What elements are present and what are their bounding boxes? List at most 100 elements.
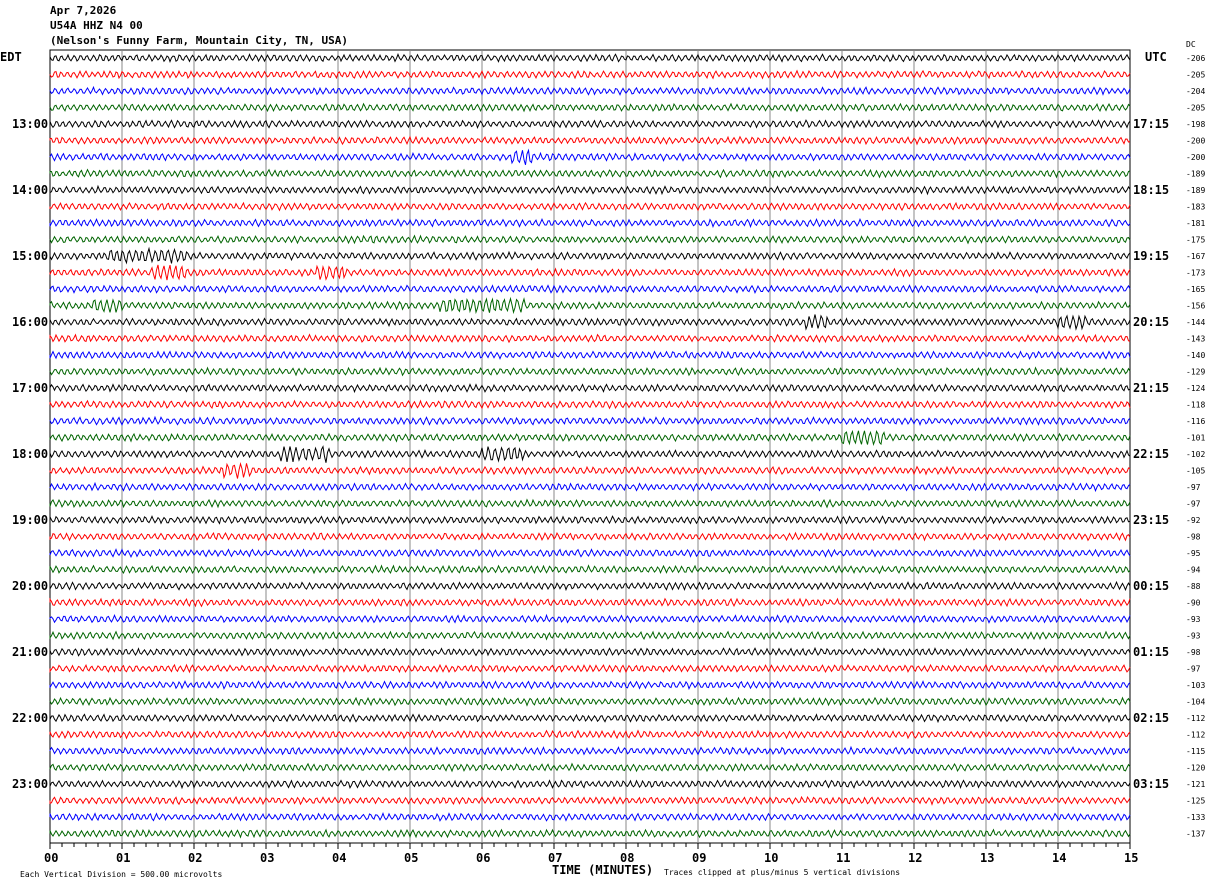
dc-offset-label: -144	[1186, 318, 1205, 327]
trace-row	[49, 85, 1131, 96]
x-tick-label: 11	[836, 851, 850, 865]
dc-offset-label: -92	[1186, 516, 1201, 525]
dc-offset-label: -105	[1186, 467, 1205, 476]
edt-hour-label: 14:00	[12, 183, 48, 197]
trace-row	[49, 597, 1131, 608]
trace-row	[49, 69, 1131, 80]
dc-offset-label: -88	[1186, 582, 1201, 591]
utc-hour-label: 23:15	[1133, 513, 1169, 527]
trace-row	[49, 168, 1131, 179]
dc-offset-label: -97	[1186, 665, 1201, 674]
utc-hour-label: 18:15	[1133, 183, 1169, 197]
trace-row	[49, 696, 1131, 707]
dc-offset-label: -115	[1186, 747, 1205, 756]
trace-row	[49, 383, 1131, 394]
trace-row	[49, 102, 1131, 113]
trace-row	[49, 314, 1131, 331]
dc-offset-label: -124	[1186, 384, 1205, 393]
utc-hour-label: 21:15	[1133, 381, 1169, 395]
dc-offset-label: -205	[1186, 104, 1205, 113]
edt-label: EDT	[0, 50, 22, 64]
trace-row	[49, 745, 1131, 756]
utc-hour-label: 22:15	[1133, 447, 1169, 461]
dc-offset-label: -98	[1186, 533, 1201, 542]
trace-row	[49, 630, 1131, 641]
edt-hour-label: 19:00	[12, 513, 48, 527]
x-tick-label: 13	[980, 851, 994, 865]
trace-row	[49, 284, 1131, 294]
edt-hour-label: 13:00	[12, 117, 48, 131]
dc-offset-label: -204	[1186, 87, 1205, 96]
location-label: (Nelson's Funny Farm, Mountain City, TN,…	[50, 34, 349, 47]
clip-note: Traces clipped at plus/minus 5 vertical …	[664, 868, 900, 877]
utc-hour-label: 17:15	[1133, 117, 1169, 131]
trace-row	[49, 762, 1131, 773]
dc-offset-label: -143	[1186, 335, 1205, 344]
edt-hour-label: 15:00	[12, 249, 48, 263]
dc-offset-label: -198	[1186, 120, 1205, 129]
x-tick-label: 02	[188, 851, 202, 865]
edt-hour-label: 21:00	[12, 645, 48, 659]
x-axis-title: TIME (MINUTES)	[552, 863, 653, 877]
dc-offset-label: -103	[1186, 681, 1205, 690]
trace-row	[49, 564, 1131, 575]
trace-row	[49, 531, 1131, 542]
trace-row	[49, 184, 1131, 196]
dc-offset-label: -112	[1186, 731, 1205, 740]
trace-row	[49, 119, 1131, 130]
utc-hour-label: 02:15	[1133, 711, 1169, 725]
plot-frame	[49, 49, 1131, 844]
dc-offset-label: -97	[1186, 500, 1201, 509]
trace-row	[49, 333, 1131, 344]
station-label: U54A HHZ N4 00	[50, 19, 143, 32]
edt-hour-label: 16:00	[12, 315, 48, 329]
trace-row	[49, 548, 1131, 558]
dc-offset-label: -118	[1186, 401, 1205, 410]
x-tick-label: 09	[692, 851, 706, 865]
trace-row	[49, 680, 1131, 690]
edt-hour-label: 18:00	[12, 447, 48, 461]
dc-offset-label: -165	[1186, 285, 1205, 294]
edt-hour-label: 22:00	[12, 711, 48, 725]
scale-note: Each Vertical Division = 500.00 microvol…	[20, 870, 222, 879]
x-tick-label: 04	[332, 851, 346, 865]
utc-hour-label: 00:15	[1133, 579, 1169, 593]
dc-offset-label: -94	[1186, 566, 1201, 575]
trace-row	[49, 135, 1131, 146]
trace-row	[49, 148, 1131, 165]
x-tick-label: 08	[620, 851, 634, 865]
dc-offset-label: -112	[1186, 714, 1205, 723]
trace-row	[49, 646, 1131, 658]
utc-hour-label: 03:15	[1133, 777, 1169, 791]
dc-offset-label: -137	[1186, 830, 1205, 839]
x-tick-label: 05	[404, 851, 418, 865]
dc-offset-label: -175	[1186, 236, 1205, 245]
trace-row	[49, 729, 1131, 740]
x-tick-label: 03	[260, 851, 274, 865]
utc-hour-label: 20:15	[1133, 315, 1169, 329]
dc-offset-label: -104	[1186, 698, 1205, 707]
dc-offset-label: -125	[1186, 797, 1205, 806]
trace-row	[49, 498, 1131, 509]
dc-offset-label: -97	[1186, 483, 1201, 492]
dc-offset-label: -173	[1186, 269, 1205, 278]
utc-hour-label: 19:15	[1133, 249, 1169, 263]
trace-row	[49, 217, 1131, 229]
dc-offset-label: -183	[1186, 203, 1205, 212]
x-tick-label: 06	[476, 851, 490, 865]
utc-label: UTC	[1145, 50, 1167, 64]
dc-offset-label: -95	[1186, 549, 1201, 558]
dc-offset-label: -181	[1186, 219, 1205, 228]
trace-row	[49, 399, 1131, 410]
trace-row	[49, 663, 1131, 674]
edt-hour-label: 20:00	[12, 579, 48, 593]
dc-offset-label: -189	[1186, 170, 1205, 179]
trace-row	[49, 713, 1131, 724]
trace-row	[49, 53, 1131, 64]
trace-row	[49, 246, 1131, 265]
dc-offset-label: -90	[1186, 599, 1201, 608]
trace-row	[49, 415, 1131, 427]
trace-row	[49, 515, 1131, 525]
trace-row	[49, 613, 1131, 624]
dc-label: DC	[1186, 40, 1196, 49]
